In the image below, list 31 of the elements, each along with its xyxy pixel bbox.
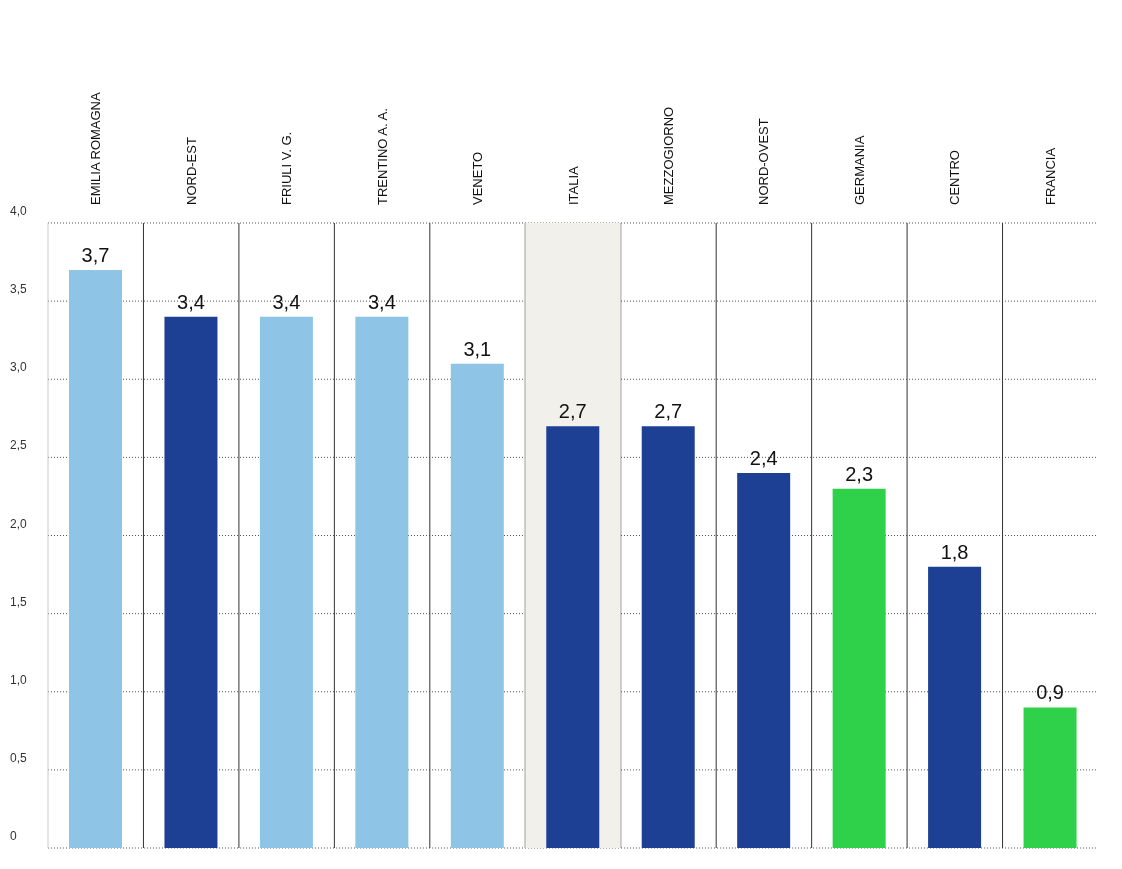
data-label: 3,4 xyxy=(272,290,301,313)
y-tick-label: 1,0 xyxy=(10,672,28,687)
x-tick-label: CENTRO xyxy=(947,150,963,205)
x-tick-label: FRIULI V. G. xyxy=(279,131,295,205)
y-tick-label: 3,0 xyxy=(10,360,28,375)
y-tick-label: 0 xyxy=(10,829,17,843)
data-label: 2,7 xyxy=(654,400,683,423)
data-label: 2,7 xyxy=(558,400,587,423)
y-tick-label: 0,5 xyxy=(10,750,28,765)
y-tick-label: 2,0 xyxy=(10,516,28,531)
data-label: 3,1 xyxy=(463,337,492,360)
x-tick-label: ITALIA xyxy=(565,165,581,205)
data-label: 2,3 xyxy=(845,462,874,485)
x-tick-label: NORD-EST xyxy=(183,137,199,205)
y-tick-label: 2,5 xyxy=(10,438,28,453)
data-label: 0,9 xyxy=(1036,681,1064,704)
x-tick-label: VENETO xyxy=(470,151,486,205)
y-tick-label: 1,5 xyxy=(10,594,28,609)
data-label: 2,4 xyxy=(749,447,778,469)
x-tick-label: GERMANIA xyxy=(851,135,867,205)
x-tick-label: TRENTINO A. A. xyxy=(374,108,390,205)
x-tick-label: MEZZOGIORNO xyxy=(660,106,676,205)
x-tick-label: NORD-OVEST xyxy=(756,118,772,205)
data-label: 1,8 xyxy=(940,540,969,563)
x-tick-label: FRANCIA xyxy=(1042,147,1058,205)
data-label: 3,4 xyxy=(177,290,205,313)
y-tick-label: 3,5 xyxy=(10,282,28,297)
data-label: 3,7 xyxy=(81,243,110,266)
x-tick-label: EMILIA ROMAGNA xyxy=(88,91,104,205)
data-label: 3,4 xyxy=(367,290,396,313)
y-tick-label: 4,0 xyxy=(10,204,28,218)
